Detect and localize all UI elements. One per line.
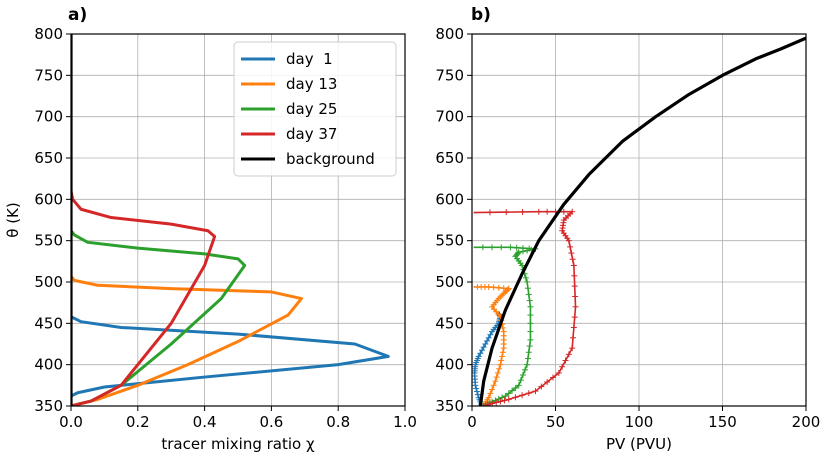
a-ytick-label: 700 [34,108,63,126]
panel-b-label: b) [471,5,491,25]
a-xtick-label: 0.8 [326,413,350,431]
a-series-day25 [71,229,247,406]
b-ytick-label: 450 [435,314,464,332]
a-series-day13 [71,275,303,406]
b-xtick-label: 100 [625,413,654,431]
a-series-day1 [71,315,390,406]
b-xtick-label: 50 [546,413,565,431]
b-ytick-label: 500 [435,273,464,291]
legend-label-background: background [286,150,375,168]
panel-a-ylabel: θ (K) [4,202,22,238]
a-ytick-label: 400 [34,356,63,374]
legend-label-day13: day 13 [286,75,337,93]
b-ytick-label: 800 [435,25,464,43]
a-ytick-label: 350 [34,397,63,415]
a-series-day37 [71,190,217,406]
legend-label-day37: day 37 [286,125,337,143]
b-ytick-label: 700 [435,108,464,126]
b-ytick-label: 600 [435,190,464,208]
panel-a: a) 0.0 0.2 0.4 0.6 0.8 1.0 350 400 450 500 550 600 6… [4,5,417,453]
panel-a-frame [70,33,406,407]
b-xtick-label: 0 [467,413,477,431]
a-ytick-label: 650 [34,149,63,167]
b-ytick-label: 750 [435,66,464,84]
a-xtick-label: 0.2 [126,413,150,431]
b-ytick-label: 350 [435,397,464,415]
a-xtick-label: 0.4 [193,413,217,431]
legend: day 1 day 13 day 25 day 37 background [233,41,397,177]
a-ytick-label: 600 [34,190,63,208]
b-xtick-label: 200 [792,413,821,431]
b-series-background [478,36,806,406]
a-ytick-label: 800 [34,25,63,43]
a-xtick-label: 1.0 [393,413,417,431]
b-ytick-label: 400 [435,356,464,374]
a-ytick-label: 550 [34,232,63,250]
a-ytick-label: 450 [34,314,63,332]
a-xtick-label: 0.6 [259,413,283,431]
b-ytick-label: 550 [435,232,464,250]
legend-label-day25: day 25 [286,100,337,118]
panel-b: b) 0 50 100 150 200 350 400 450 500 550 600 650 700 7… [435,5,820,453]
b-ytick-label: 650 [435,149,464,167]
legend-label-day1: day 1 [286,50,333,68]
panel-a-xlabel: tracer mixing ratio χ [161,435,315,453]
a-ytick-label: 500 [34,273,63,291]
panel-a-label: a) [68,5,87,25]
a-xtick-label: 0.0 [59,413,83,431]
legend-box [233,41,397,177]
panel-b-xlabel: PV (PVU) [606,435,672,453]
a-ytick-label: 750 [34,66,63,84]
b-xtick-label: 150 [708,413,737,431]
